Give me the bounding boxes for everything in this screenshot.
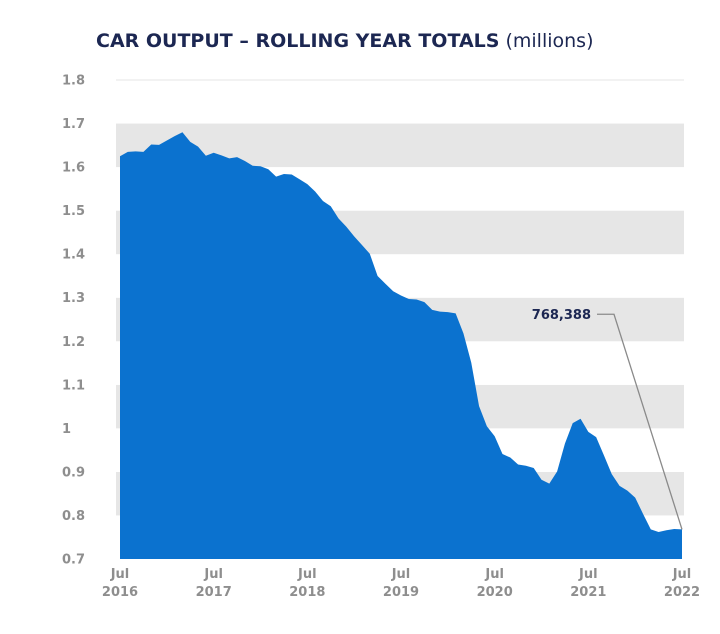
x-tick-label-year: 2018: [289, 585, 325, 600]
x-tick-label-month: Jul: [110, 567, 130, 582]
x-tick-label-month: Jul: [672, 567, 692, 582]
y-tick-label: 1.3: [62, 291, 85, 306]
x-axis-ticks: Jul 2016 Jul 2017 Jul 2018 Jul 2019 Jul 2020 Jul 20…: [102, 567, 700, 600]
x-tick-label-month: Jul: [578, 567, 598, 582]
x-tick-label-month: Jul: [391, 567, 411, 582]
annotation: 768,388: [532, 308, 683, 530]
y-tick-label: 0.7: [62, 553, 85, 568]
chart-title-main: CAR OUTPUT – ROLLING YEAR TOTALS: [96, 30, 500, 52]
annotation-label: 768,388: [532, 308, 591, 323]
y-tick-label: 0.9: [62, 465, 85, 480]
chart-title: CAR OUTPUT – ROLLING YEAR TOTALS (millio…: [96, 30, 594, 52]
y-tick-label: 0.8: [62, 509, 85, 524]
grid-band: [116, 80, 684, 124]
y-tick-label: 1.8: [62, 74, 85, 89]
y-tick-label: 1.4: [62, 248, 85, 263]
area-series: [120, 132, 682, 559]
x-tick-label-year: 2016: [102, 585, 138, 600]
annotation-leader-line: [597, 313, 683, 530]
x-tick-label-year: 2021: [570, 585, 606, 600]
x-tick-label-year: 2020: [477, 585, 513, 600]
x-tick-label-year: 2022: [664, 585, 700, 600]
y-axis-ticks: 0.7 0.8 0.9 1 1.1 1.2 1.3 1.4 1.5 1.6 1.7 1.8: [62, 74, 85, 568]
x-tick-label-month: Jul: [203, 567, 223, 582]
x-tick-label-month: Jul: [297, 567, 317, 582]
y-tick-label: 1.6: [62, 161, 85, 176]
x-tick-label-month: Jul: [484, 567, 504, 582]
y-tick-label: 1: [62, 422, 71, 437]
y-tick-label: 1.7: [62, 117, 85, 132]
x-tick-label-year: 2017: [196, 585, 232, 600]
x-tick-label-year: 2019: [383, 585, 419, 600]
area-series-path: [120, 132, 682, 559]
y-tick-label: 1.2: [62, 335, 85, 350]
y-tick-label: 1.5: [62, 204, 85, 219]
y-tick-label: 1.1: [62, 378, 85, 393]
chart-title-unit: (millions): [505, 30, 594, 52]
